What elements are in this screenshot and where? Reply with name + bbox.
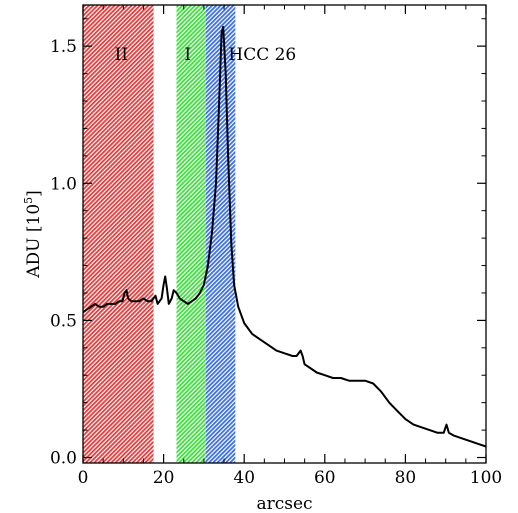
region-i (176, 5, 206, 463)
region-ii (83, 5, 154, 463)
region-label-hcc-26: HCC 26 (228, 45, 296, 65)
y-axis-label-main: ADU [10 (24, 204, 44, 279)
y-axis-label: ADU [105] (22, 190, 44, 279)
y-tick-label: 0.5 (50, 311, 77, 331)
x-axis-label: arcsec (256, 494, 312, 513)
x-tick-label: 60 (314, 468, 336, 488)
y-axis-label-superscript: 5 (22, 197, 35, 204)
region-label-i: I (184, 45, 191, 65)
series-group (82, 25, 487, 448)
series-line-0 (82, 25, 487, 448)
axis-ticks: 0 20 40 60 80 100 0.0 0.5 1.0 1.5 (50, 5, 502, 488)
region-label-ii: II (115, 45, 128, 65)
region-labels: II I HCC 26 (115, 45, 297, 65)
x-tick-label: 100 (470, 468, 502, 488)
x-tick-label: 20 (153, 468, 175, 488)
y-tick-label: 1.0 (50, 174, 77, 194)
y-tick-label: 0.0 (50, 449, 77, 469)
y-axis-label-close: ] (24, 190, 44, 197)
x-tick-label: 80 (395, 468, 417, 488)
x-tick-label: 0 (78, 468, 89, 488)
x-tick-label: 40 (233, 468, 255, 488)
y-tick-label: 1.5 (50, 37, 77, 57)
